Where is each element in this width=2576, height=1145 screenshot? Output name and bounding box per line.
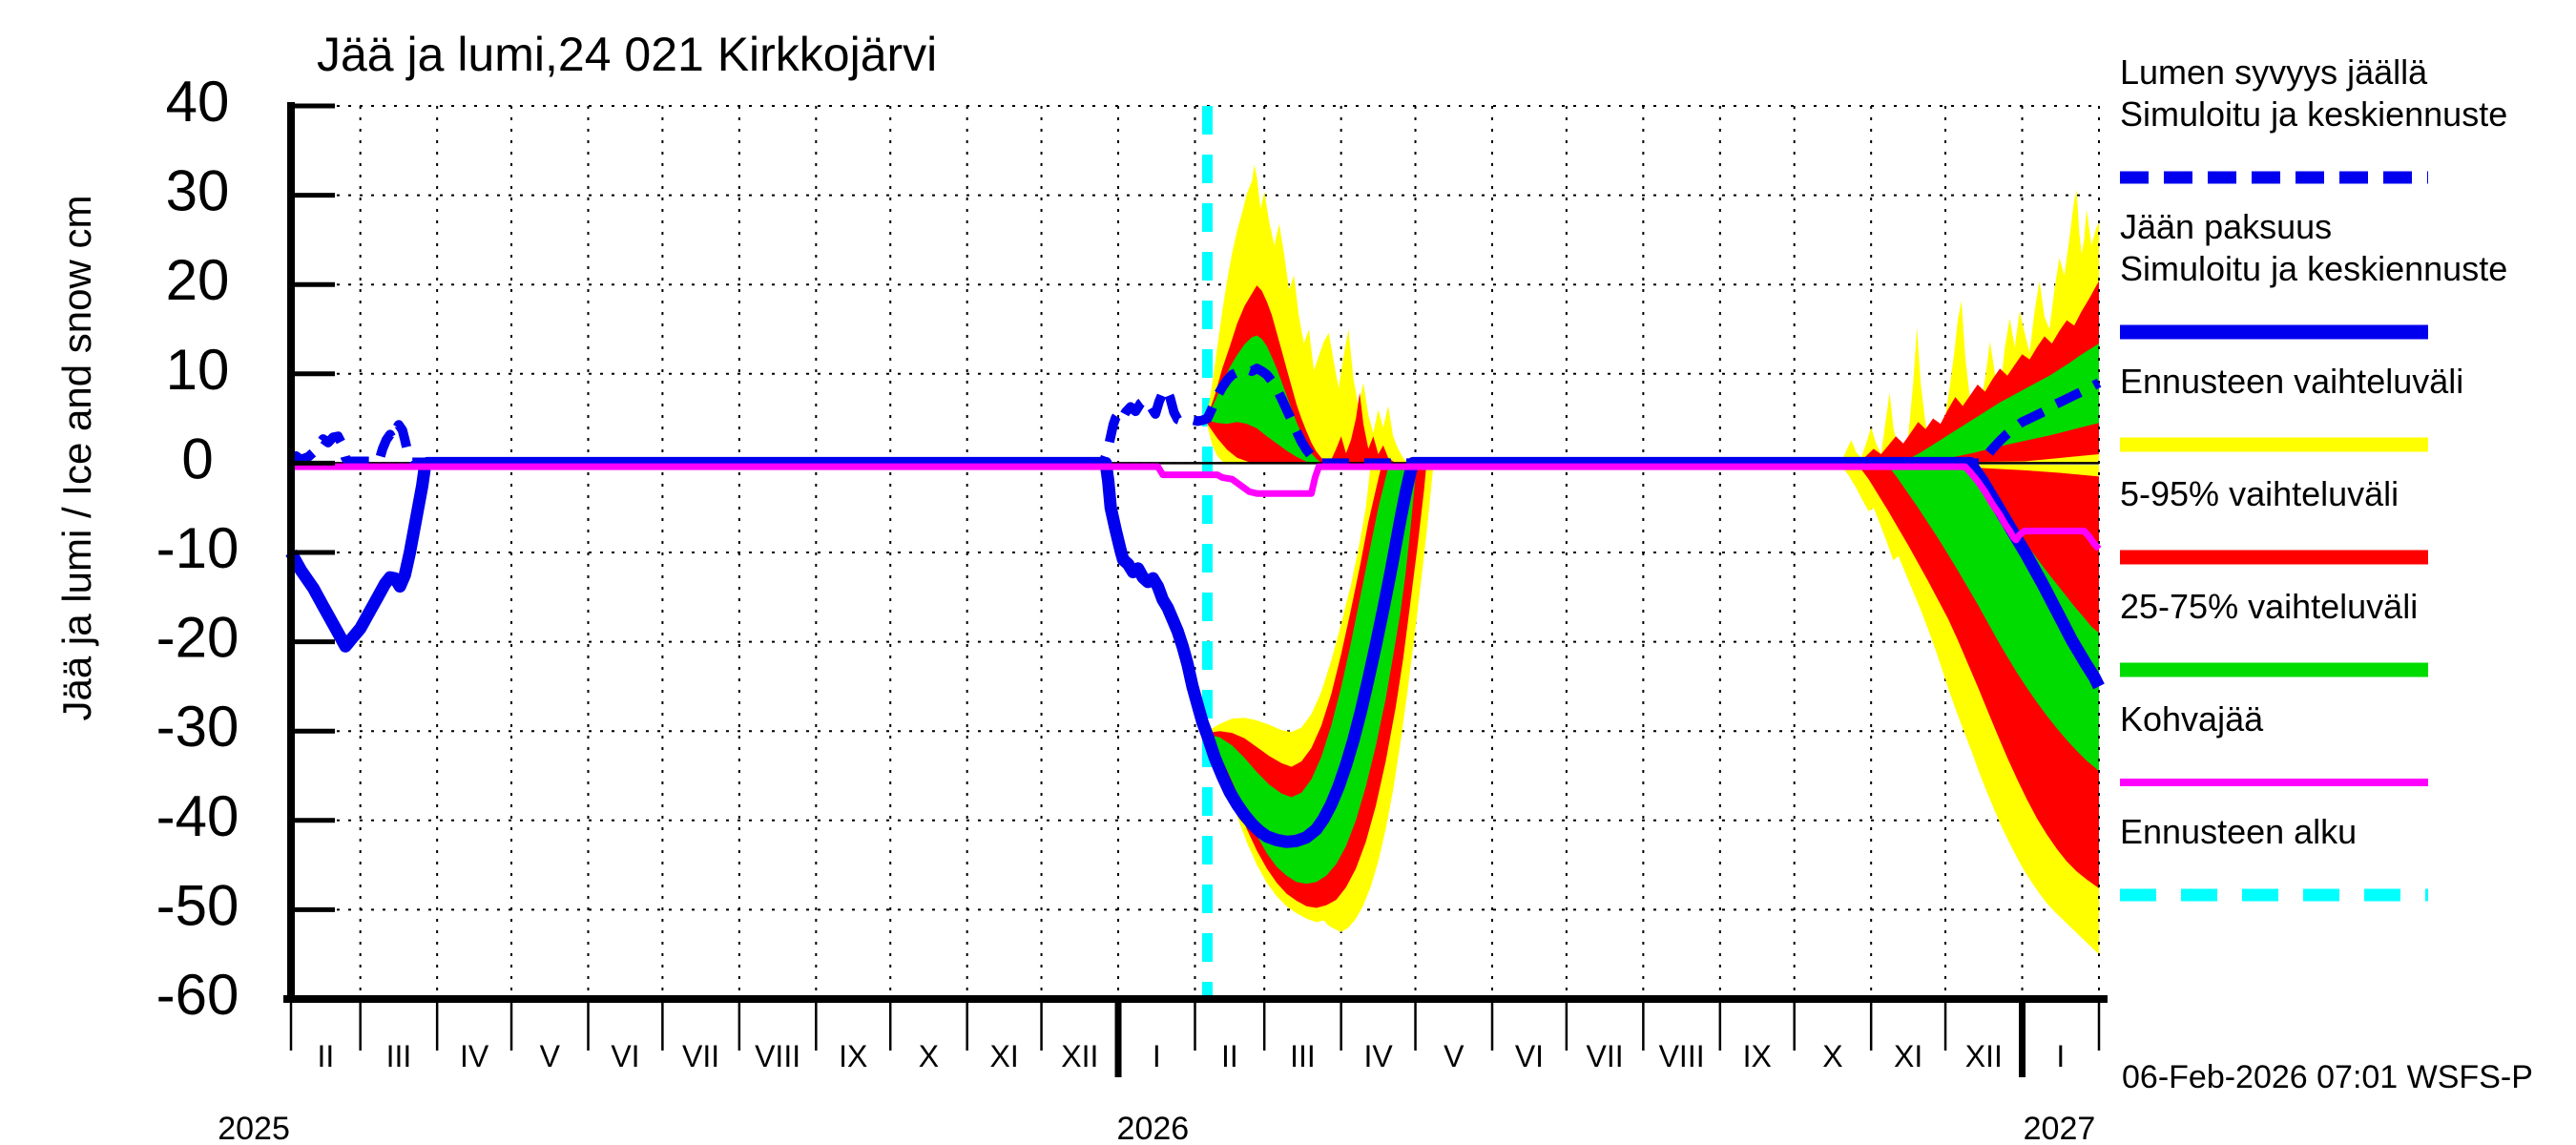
month-label: I bbox=[1153, 1039, 1161, 1073]
month-label: VII bbox=[1587, 1039, 1624, 1073]
band-ice-2026-25-75 bbox=[1207, 463, 1417, 885]
legend-label: Jään paksuus bbox=[2120, 207, 2332, 246]
legend-item-dashed-cyan: Ennusteen alku bbox=[2120, 812, 2428, 902]
y-tick-label: -30 bbox=[156, 695, 239, 759]
month-label: VII bbox=[682, 1039, 719, 1073]
legend-label: Kohvajää bbox=[2120, 699, 2264, 739]
legend-label: Simuloitu ja keskiennuste bbox=[2120, 249, 2507, 288]
y-tick-label: 30 bbox=[166, 159, 230, 223]
month-label: X bbox=[1822, 1039, 1842, 1073]
legend-item-red: 5-95% vaihteluväli bbox=[2120, 474, 2428, 565]
legend-item-magenta: Kohvajää bbox=[2120, 699, 2428, 786]
legend-label: Ennusteen alku bbox=[2120, 812, 2357, 851]
kohvajaa-line bbox=[291, 463, 2102, 552]
y-tick-label: -20 bbox=[156, 606, 239, 670]
y-tick-label: -10 bbox=[156, 516, 239, 580]
y-tick-label: 20 bbox=[166, 248, 230, 312]
band-ice-2027-25-75 bbox=[1888, 465, 2099, 772]
y-tick-label: 10 bbox=[166, 338, 230, 402]
y-tick-label: -50 bbox=[156, 873, 239, 937]
month-label: VIII bbox=[755, 1039, 800, 1073]
month-label: X bbox=[919, 1039, 939, 1073]
year-label: 2025 bbox=[218, 1111, 290, 1145]
y-tick-label: -40 bbox=[156, 784, 239, 848]
year-label: 2026 bbox=[1117, 1111, 1190, 1145]
month-label: VIII bbox=[1659, 1039, 1705, 1073]
month-label: XII bbox=[1965, 1039, 2003, 1073]
month-label: VI bbox=[1515, 1039, 1544, 1073]
y-tick-label: -60 bbox=[156, 963, 239, 1027]
month-label: VI bbox=[611, 1039, 639, 1073]
month-label: I bbox=[2056, 1039, 2065, 1073]
month-label: IV bbox=[1363, 1039, 1393, 1073]
y-tick-label: 40 bbox=[166, 70, 230, 134]
month-label: IX bbox=[839, 1039, 867, 1073]
month-label: XI bbox=[1894, 1039, 1922, 1073]
snow-depth-median-line bbox=[287, 364, 2102, 468]
month-label: IV bbox=[460, 1039, 489, 1073]
legend-label: Lumen syvyys jäällä bbox=[2120, 52, 2428, 92]
month-label: XI bbox=[989, 1039, 1018, 1073]
y-tick-label: 0 bbox=[181, 427, 213, 490]
legend-label: 25-75% vaihteluväli bbox=[2120, 587, 2418, 626]
band-snow-2027-25-75 bbox=[1901, 344, 2099, 464]
month-label: IX bbox=[1743, 1039, 1772, 1073]
band-snow-2026-25-75 bbox=[1207, 335, 1321, 464]
legend-label: Simuloitu ja keskiennuste bbox=[2120, 94, 2507, 134]
year-label: 2027 bbox=[2024, 1111, 2096, 1145]
month-label: XII bbox=[1061, 1039, 1098, 1073]
legend-item-yellow: Ennusteen vaihteluväli bbox=[2120, 362, 2463, 452]
ice-thickness-median-line bbox=[285, 456, 2105, 848]
legend-item-green: 25-75% vaihteluväli bbox=[2120, 587, 2428, 677]
month-label: V bbox=[540, 1039, 561, 1073]
month-label: V bbox=[1444, 1039, 1465, 1073]
legend-label: 5-95% vaihteluväli bbox=[2120, 474, 2399, 513]
timestamp-label: 06-Feb-2026 07:01 WSFS-P bbox=[2122, 1059, 2533, 1095]
grid-layer bbox=[291, 105, 2099, 999]
month-label: III bbox=[386, 1039, 412, 1073]
data-lines-layer bbox=[285, 364, 2105, 848]
month-label: II bbox=[1221, 1039, 1238, 1073]
legend-label: Ennusteen vaihteluväli bbox=[2120, 362, 2463, 401]
month-label: II bbox=[317, 1039, 334, 1073]
chart-title: Jää ja lumi,24 021 Kirkkojärvi bbox=[317, 28, 937, 81]
y-axis-label: Jää ja lumi / Ice and snow cm bbox=[54, 196, 99, 721]
month-label: III bbox=[1290, 1039, 1316, 1073]
